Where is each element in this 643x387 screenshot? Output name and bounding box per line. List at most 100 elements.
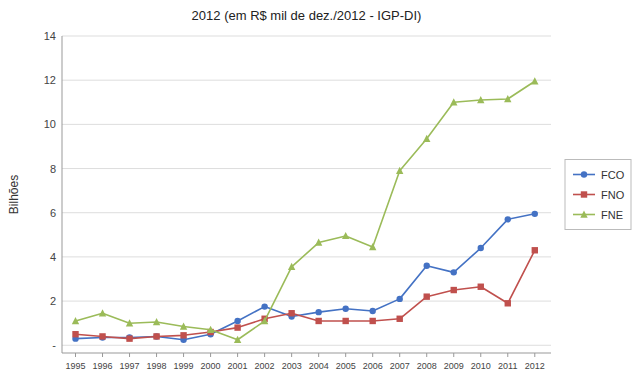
y-tick-label: - bbox=[52, 339, 56, 351]
grid bbox=[62, 36, 551, 345]
y-tick-label: 4 bbox=[50, 251, 56, 263]
point bbox=[397, 316, 403, 322]
point bbox=[72, 331, 78, 337]
legend-marker bbox=[580, 211, 587, 218]
x-tick bbox=[183, 353, 184, 357]
point bbox=[234, 318, 240, 324]
grid-line bbox=[62, 36, 551, 37]
grid-line bbox=[62, 80, 551, 81]
x-tick-label: 2011 bbox=[498, 361, 517, 371]
x-tick bbox=[102, 353, 103, 357]
point bbox=[261, 303, 267, 309]
point bbox=[342, 232, 349, 239]
x-tick bbox=[129, 353, 130, 357]
point bbox=[504, 95, 511, 102]
point bbox=[126, 319, 133, 326]
title: 2012 (em R$ mil de dez./2012 - IGP-DI) bbox=[192, 8, 422, 23]
x-tick bbox=[264, 353, 265, 357]
point bbox=[451, 287, 457, 293]
x-axis-line bbox=[62, 353, 551, 354]
legend-label: FNO bbox=[601, 189, 625, 201]
point bbox=[342, 318, 348, 324]
x-tick-label: 1999 bbox=[174, 361, 194, 371]
series bbox=[72, 77, 539, 343]
point bbox=[261, 317, 268, 324]
point bbox=[369, 318, 375, 324]
x-axis: 1995199619971998199920002001200220032004… bbox=[62, 353, 551, 371]
grid-line bbox=[62, 212, 551, 213]
point bbox=[424, 263, 430, 269]
legend-marker bbox=[581, 191, 587, 197]
x-tick bbox=[345, 353, 346, 357]
y-tick-label: 12 bbox=[44, 74, 56, 86]
point bbox=[477, 96, 484, 103]
point bbox=[532, 211, 538, 217]
point bbox=[153, 333, 159, 339]
y-tick-label: 14 bbox=[44, 30, 56, 42]
point bbox=[180, 322, 187, 329]
legend-label: FNE bbox=[601, 209, 623, 221]
point bbox=[315, 309, 321, 315]
point bbox=[153, 318, 160, 325]
point bbox=[153, 333, 159, 339]
x-tick bbox=[210, 353, 211, 357]
x-tick-label: 1996 bbox=[93, 361, 113, 371]
point bbox=[478, 245, 484, 251]
y-tick-label: 10 bbox=[44, 118, 56, 130]
x-tick-label: 2012 bbox=[525, 361, 545, 371]
x-tick bbox=[291, 353, 292, 357]
y-axis-line bbox=[62, 36, 63, 353]
plot-area bbox=[72, 77, 539, 343]
y-tick-label: 6 bbox=[50, 207, 56, 219]
background bbox=[0, 0, 643, 387]
x-tick-label: 2000 bbox=[201, 361, 221, 371]
point bbox=[180, 332, 186, 338]
x-tick-label: 2006 bbox=[363, 361, 383, 371]
point bbox=[234, 324, 240, 330]
x-tick bbox=[318, 353, 319, 357]
point bbox=[99, 309, 106, 316]
point bbox=[315, 239, 322, 246]
x-tick bbox=[453, 353, 454, 357]
legend-marker bbox=[581, 171, 587, 177]
point bbox=[451, 269, 457, 275]
x-tick-label: 2003 bbox=[282, 361, 302, 371]
point bbox=[396, 167, 403, 174]
x-tick bbox=[480, 353, 481, 357]
x-tick-label: 2001 bbox=[228, 361, 248, 371]
point bbox=[126, 335, 132, 341]
x-tick-label: 2009 bbox=[444, 361, 464, 371]
y-tick-label: 2 bbox=[50, 295, 56, 307]
x-tick-label: 2002 bbox=[255, 361, 275, 371]
point bbox=[288, 263, 295, 270]
grid-line bbox=[62, 301, 551, 302]
grid-line bbox=[62, 256, 551, 257]
point bbox=[505, 216, 511, 222]
chart: 2012 (em R$ mil de dez./2012 - IGP-DI)Bi… bbox=[0, 0, 643, 387]
point bbox=[315, 318, 321, 324]
x-tick bbox=[75, 353, 76, 357]
x-tick-label: 2005 bbox=[336, 361, 356, 371]
x-tick bbox=[507, 353, 508, 357]
point bbox=[531, 77, 538, 84]
point bbox=[397, 296, 403, 302]
legend-label: FCO bbox=[601, 169, 625, 181]
point bbox=[234, 336, 241, 343]
legend: FCO FNO FNE bbox=[565, 160, 631, 230]
x-tick bbox=[237, 353, 238, 357]
x-tick-label: 1995 bbox=[65, 361, 85, 371]
point bbox=[423, 135, 430, 142]
y-axis: - 2 4 6 8 10 12 14 bbox=[44, 30, 62, 353]
y-tick-label: 8 bbox=[50, 163, 56, 175]
x-tick bbox=[372, 353, 373, 357]
series-line bbox=[76, 81, 535, 339]
point bbox=[72, 317, 79, 324]
grid-line bbox=[62, 124, 551, 125]
point bbox=[99, 333, 105, 339]
series bbox=[72, 247, 538, 342]
x-tick-label: 2008 bbox=[417, 361, 437, 371]
grid-line bbox=[62, 168, 551, 169]
x-tick-label: 2007 bbox=[390, 361, 410, 371]
point bbox=[478, 284, 484, 290]
x-tick bbox=[426, 353, 427, 357]
